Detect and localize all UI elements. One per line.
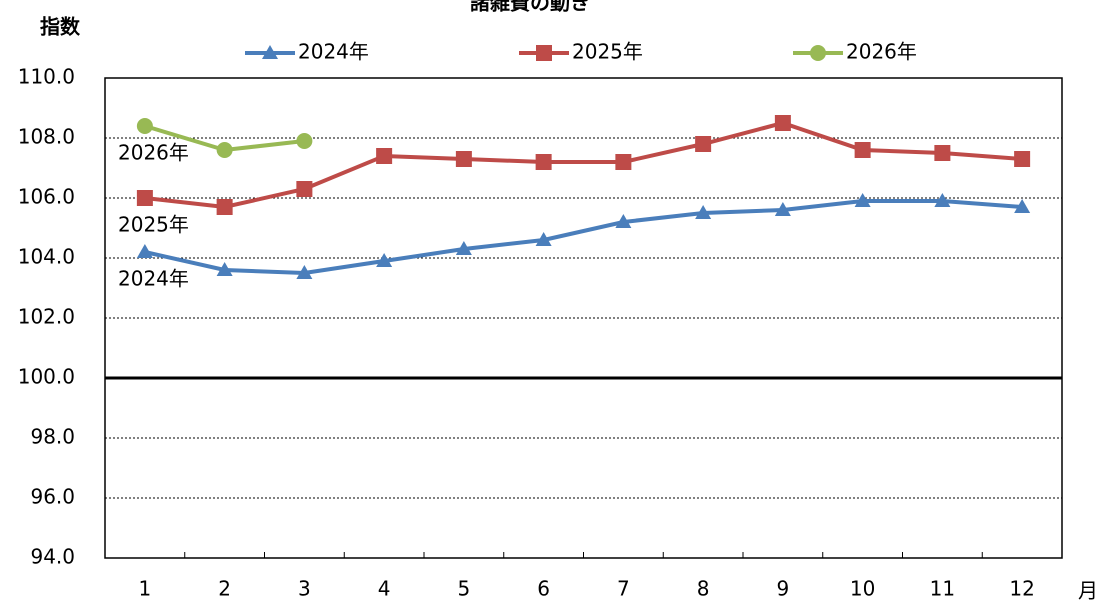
annotation: 2026年	[118, 141, 189, 165]
legend-label: 2026年	[846, 40, 917, 64]
y-tick-label: 96.0	[30, 485, 75, 509]
y-tick-label: 102.0	[18, 305, 75, 329]
series-line	[144, 199, 1023, 276]
y-tick-label: 98.0	[30, 425, 75, 449]
marker	[1014, 199, 1031, 213]
x-tick-label: 3	[298, 577, 311, 601]
annotation: 2025年	[118, 213, 189, 237]
x-tick-label: 6	[537, 577, 550, 601]
marker	[296, 133, 313, 149]
marker	[376, 148, 393, 164]
marker	[536, 45, 552, 61]
x-axis-label: 月	[1078, 579, 1098, 603]
marker	[262, 45, 278, 59]
marker	[136, 244, 153, 258]
marker	[934, 193, 951, 207]
y-axis-label: 指数	[40, 15, 81, 39]
marker	[455, 241, 472, 255]
marker	[535, 154, 552, 170]
marker	[1014, 151, 1031, 167]
x-tick-label: 9	[777, 577, 790, 601]
marker	[774, 115, 791, 131]
marker	[615, 154, 632, 170]
marker	[695, 205, 712, 219]
x-tick-label: 12	[1009, 577, 1034, 601]
y-tick-label: 108.0	[18, 125, 75, 149]
marker	[854, 193, 871, 207]
marker	[136, 190, 153, 206]
x-tick-label: 4	[378, 577, 391, 601]
x-tick-label: 10	[850, 577, 875, 601]
y-tick-label: 104.0	[18, 245, 75, 269]
annotation: 2024年	[118, 267, 189, 291]
marker	[216, 199, 233, 215]
chart-title: 諸雑費の動き	[470, 0, 590, 15]
marker	[774, 202, 791, 216]
x-tick-label: 11	[930, 577, 955, 601]
marker	[810, 45, 826, 61]
marker	[615, 214, 632, 228]
marker	[535, 232, 552, 246]
legend-label: 2025年	[572, 40, 643, 64]
y-tick-label: 110.0	[18, 65, 75, 89]
marker	[854, 142, 871, 158]
marker	[376, 253, 393, 267]
x-tick-label: 5	[458, 577, 471, 601]
y-tick-label: 94.0	[30, 545, 75, 569]
marker	[216, 262, 233, 276]
x-tick-label: 8	[697, 577, 710, 601]
marker	[934, 145, 951, 161]
x-tick-label: 2	[218, 577, 231, 601]
x-tick-label: 1	[139, 577, 152, 601]
marker	[136, 118, 153, 134]
marker	[296, 265, 313, 279]
legend-label: 2024年	[298, 40, 369, 64]
marker	[216, 142, 233, 158]
marker	[695, 136, 712, 152]
series-line	[144, 120, 1023, 210]
x-tick-label: 7	[617, 577, 630, 601]
y-tick-label: 100.0	[18, 365, 75, 389]
y-tick-label: 106.0	[18, 185, 75, 209]
marker	[455, 151, 472, 167]
marker	[296, 181, 313, 197]
